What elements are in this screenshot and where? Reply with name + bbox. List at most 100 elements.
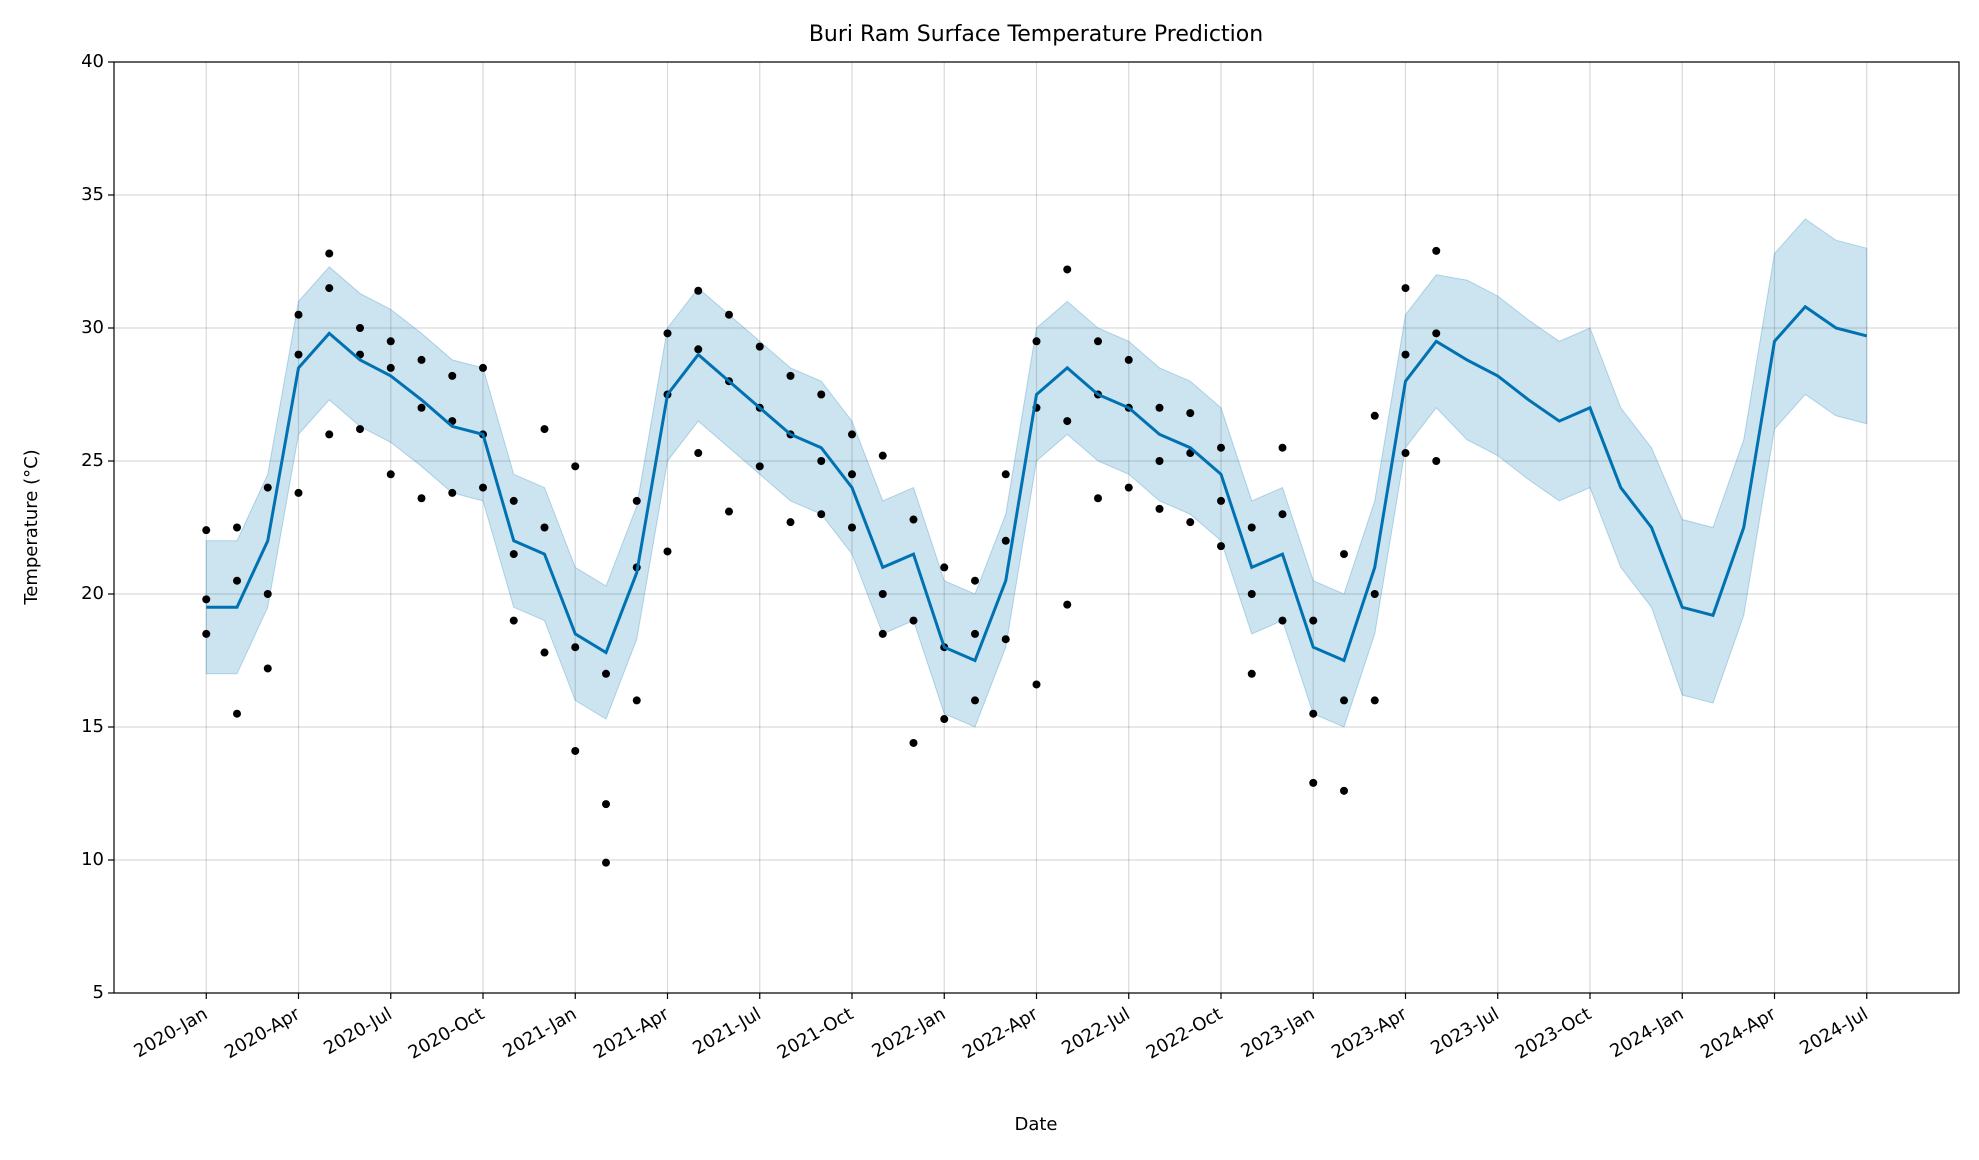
observation bbox=[263, 664, 272, 673]
observation bbox=[386, 470, 395, 479]
observation bbox=[294, 350, 303, 359]
observation bbox=[940, 563, 949, 572]
observation bbox=[294, 310, 303, 319]
observation bbox=[509, 616, 518, 625]
observation bbox=[817, 390, 826, 399]
observation bbox=[571, 643, 580, 652]
observation bbox=[848, 430, 856, 439]
observation bbox=[1063, 265, 1072, 274]
observation bbox=[1094, 337, 1102, 346]
observation bbox=[971, 576, 979, 585]
observation bbox=[1278, 443, 1287, 452]
chart-title: Buri Ram Surface Temperature Prediction bbox=[809, 22, 1263, 47]
x-axis-label: Date bbox=[1014, 1114, 1057, 1135]
observation bbox=[571, 746, 580, 755]
observation bbox=[725, 310, 733, 319]
observation bbox=[386, 363, 395, 372]
observation bbox=[540, 425, 549, 434]
y-tick-label: 25 bbox=[81, 450, 104, 471]
observation bbox=[878, 451, 887, 460]
observation bbox=[1247, 590, 1256, 598]
observation bbox=[540, 523, 549, 532]
observation bbox=[325, 430, 334, 439]
observation bbox=[1247, 669, 1256, 678]
observation bbox=[294, 488, 303, 497]
observation bbox=[1370, 411, 1379, 420]
observation bbox=[755, 462, 764, 471]
observation bbox=[848, 470, 856, 479]
observation bbox=[1309, 778, 1318, 787]
observation bbox=[1432, 246, 1441, 255]
uncertainty-band bbox=[205, 218, 1868, 728]
observation bbox=[356, 324, 364, 332]
observation bbox=[1247, 523, 1256, 532]
observation bbox=[1186, 409, 1195, 418]
plot-frame bbox=[113, 61, 1960, 994]
y-axis-label: Temperature (°C) bbox=[21, 449, 42, 605]
y-tick-label: 15 bbox=[81, 716, 104, 737]
observation bbox=[971, 629, 979, 638]
observation bbox=[1094, 494, 1102, 503]
observation bbox=[1370, 696, 1379, 705]
observation bbox=[1309, 616, 1318, 625]
observation bbox=[971, 696, 979, 705]
observation bbox=[663, 547, 672, 556]
observation bbox=[786, 518, 795, 527]
observation bbox=[540, 648, 549, 657]
observation bbox=[694, 345, 703, 354]
observation bbox=[356, 425, 364, 434]
observation bbox=[632, 496, 641, 505]
observation bbox=[202, 595, 211, 604]
observation bbox=[1001, 470, 1010, 479]
y-tick-label: 20 bbox=[81, 583, 104, 604]
observation bbox=[1001, 536, 1010, 545]
observation bbox=[1309, 709, 1318, 718]
observation bbox=[233, 523, 241, 532]
observation bbox=[1217, 542, 1225, 551]
observation bbox=[1340, 696, 1348, 705]
observation bbox=[602, 858, 610, 867]
observation bbox=[1124, 483, 1133, 492]
observation bbox=[817, 457, 826, 465]
observation bbox=[1401, 350, 1410, 359]
observation bbox=[909, 515, 918, 524]
observation bbox=[417, 403, 426, 412]
observation bbox=[1401, 449, 1410, 458]
observation bbox=[940, 715, 949, 724]
observation bbox=[1432, 329, 1441, 338]
observation bbox=[1186, 518, 1195, 527]
observation bbox=[202, 526, 211, 535]
observation bbox=[1032, 337, 1041, 346]
observation bbox=[1001, 635, 1010, 644]
observation bbox=[725, 507, 733, 516]
observation bbox=[1340, 786, 1348, 795]
observation bbox=[509, 496, 518, 505]
observation bbox=[1155, 457, 1164, 465]
observation bbox=[1032, 680, 1041, 689]
observation bbox=[448, 488, 457, 497]
observation bbox=[1340, 550, 1348, 559]
observation bbox=[1124, 355, 1133, 364]
observation bbox=[1401, 284, 1410, 293]
observation bbox=[479, 363, 487, 372]
observation bbox=[479, 483, 487, 492]
observation bbox=[755, 342, 764, 351]
observation bbox=[233, 709, 241, 718]
observation bbox=[1370, 590, 1379, 598]
observation bbox=[1278, 616, 1287, 625]
observation bbox=[909, 616, 918, 625]
observation bbox=[1432, 457, 1441, 465]
observation bbox=[694, 286, 703, 295]
forecast-line bbox=[206, 304, 1868, 663]
observation bbox=[1063, 417, 1072, 426]
observation bbox=[386, 337, 395, 346]
observation bbox=[1155, 504, 1164, 513]
observation bbox=[786, 371, 795, 380]
observation bbox=[1217, 496, 1225, 505]
observation bbox=[1278, 510, 1287, 519]
observation bbox=[663, 329, 672, 338]
observation bbox=[878, 629, 887, 638]
y-tick-label: 30 bbox=[81, 317, 104, 338]
